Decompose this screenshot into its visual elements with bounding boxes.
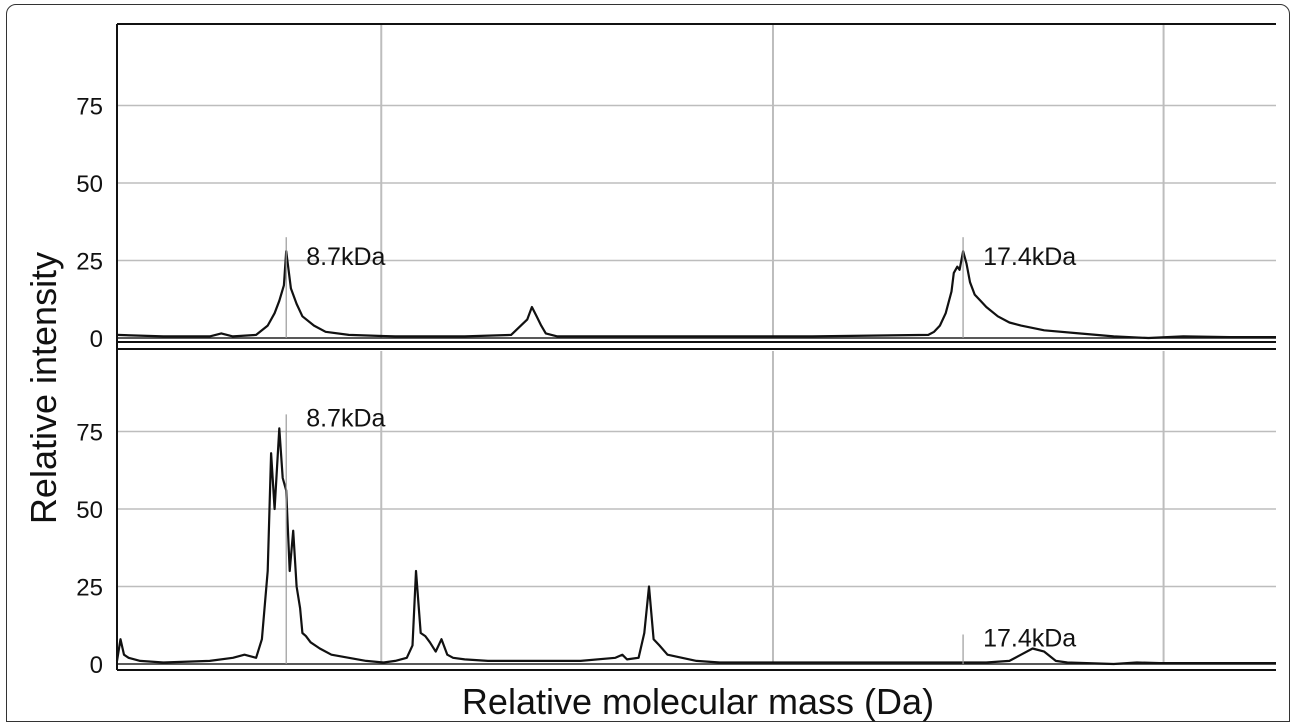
annotation-label: 17.4kDa — [983, 625, 1076, 653]
y-tick-label: 25 — [76, 249, 103, 276]
annotation-label: 17.4kDa — [983, 243, 1076, 271]
y-tick-label: 75 — [76, 420, 103, 447]
y-tick-label: 25 — [76, 575, 103, 602]
series-line-0-0 — [116, 250, 1276, 340]
series-layer — [115, 250, 1276, 666]
annotation-label: 8.7kDa — [306, 404, 385, 432]
series-line-1-0 — [115, 427, 1276, 666]
y-tick-label: 0 — [90, 652, 103, 679]
y-tick-label: 0 — [90, 326, 103, 353]
label-layer: 0 25 50 75 8.7kDa 17.4kDa 0 25 50 75 8.7kDa 17.4kDa — [76, 94, 1076, 680]
y-tick-label: 50 — [76, 497, 103, 524]
y-tick-label: 50 — [76, 171, 103, 198]
x-axis-label: Relative molecular mass (Da) — [462, 681, 934, 722]
annotation-label: 8.7kDa — [306, 243, 385, 271]
grid-layer — [117, 24, 1276, 665]
y-axis-label: Relative intensity — [23, 252, 64, 524]
frame-layer — [116, 23, 1276, 671]
y-tick-label: 75 — [76, 94, 103, 121]
